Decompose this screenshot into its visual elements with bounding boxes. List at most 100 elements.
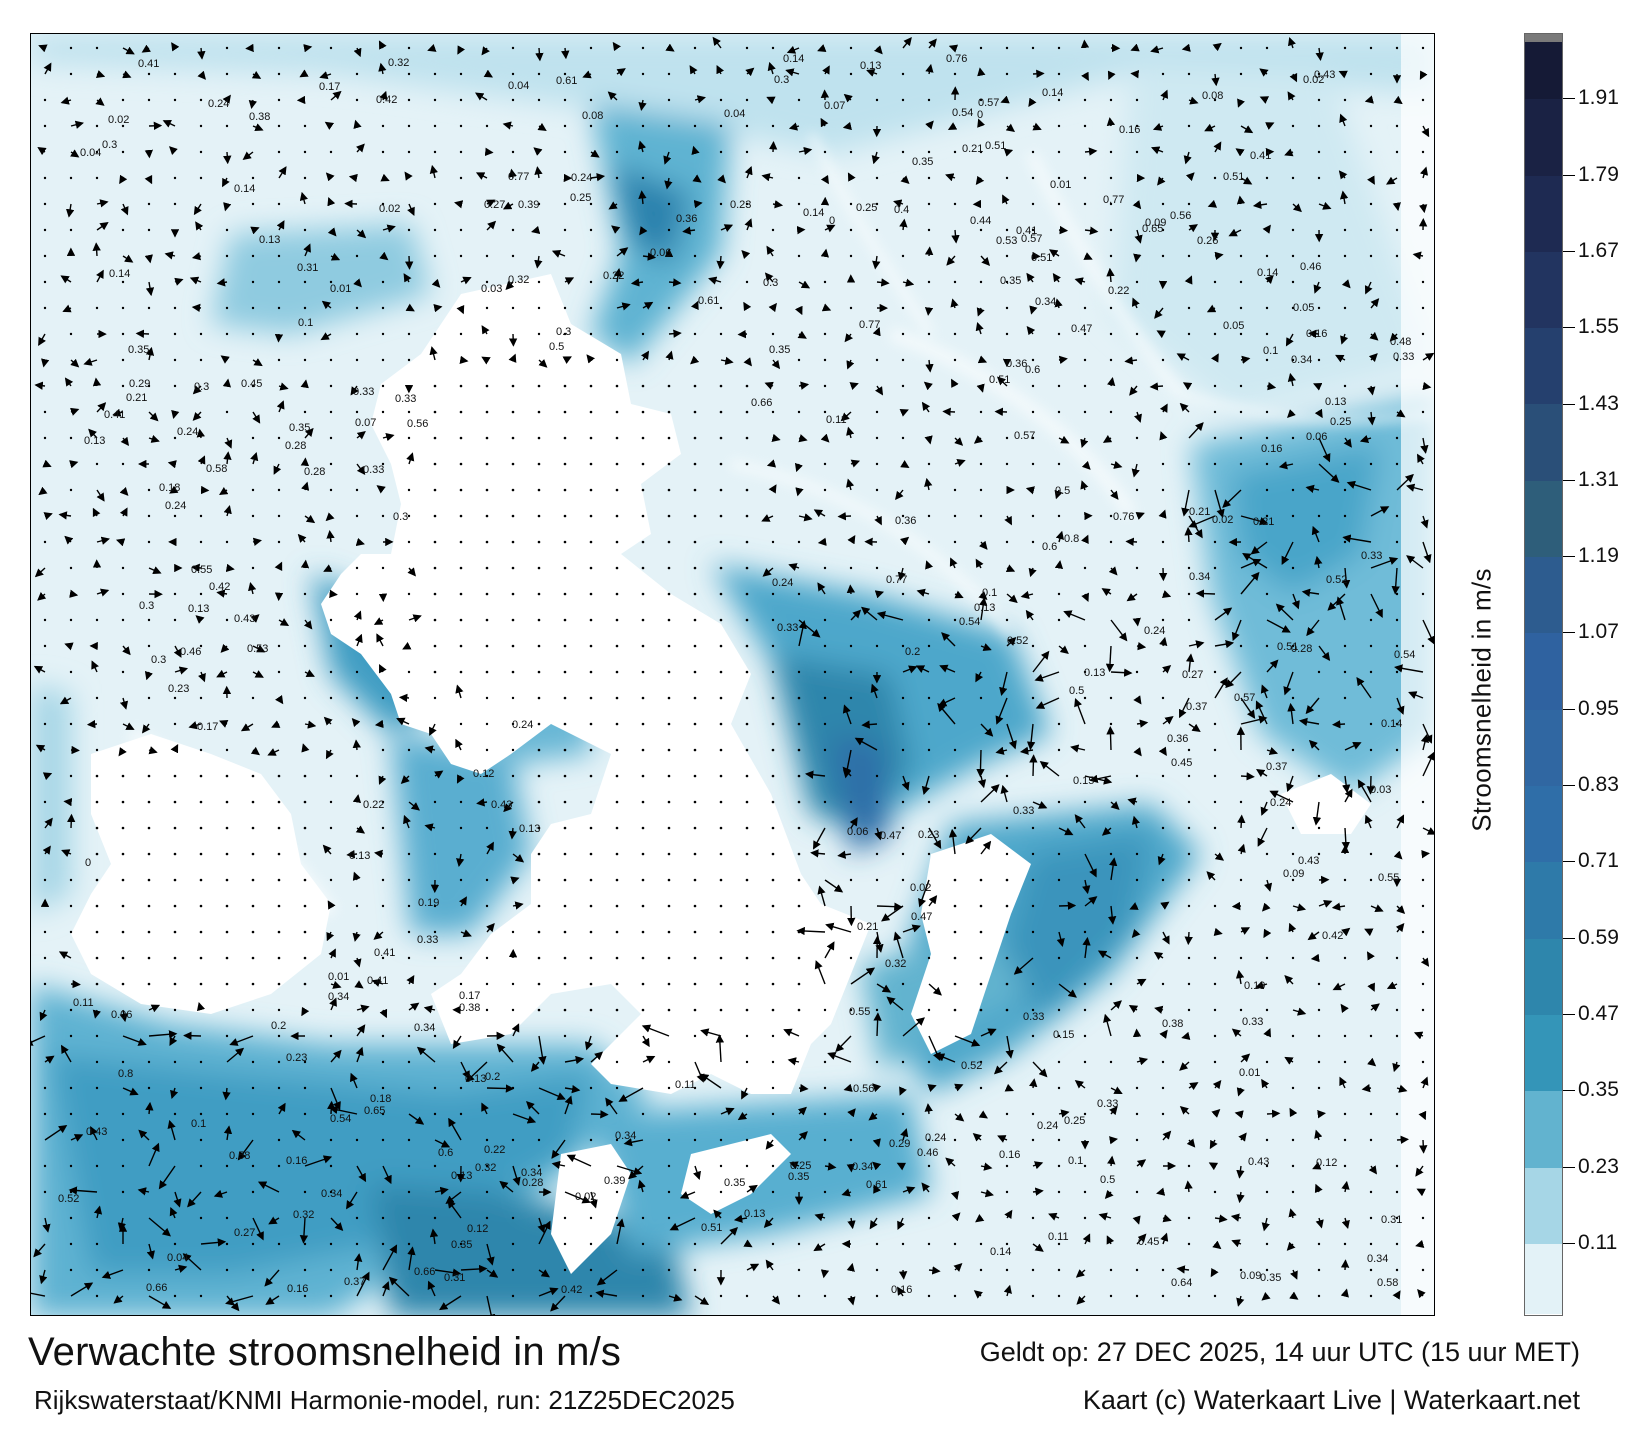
grid-dot: [745, 46, 749, 50]
grid-dot: [225, 800, 229, 804]
grid-dot: [1395, 1268, 1399, 1272]
grid-dot: [693, 462, 697, 466]
grid-dot: [693, 566, 697, 570]
velocity-arrow: [1109, 857, 1118, 881]
speed-value-label: 0.35: [128, 344, 149, 356]
grid-dot: [719, 592, 723, 596]
velocity-arrow: [91, 660, 99, 673]
velocity-arrow: [846, 426, 855, 439]
grid-dot: [1395, 384, 1399, 388]
velocity-arrow: [849, 817, 858, 829]
velocity-arrow: [1149, 382, 1164, 391]
velocity-arrow: [1056, 931, 1065, 948]
velocity-arrow: [679, 1191, 696, 1199]
velocity-arrow: [1364, 928, 1374, 937]
velocity-arrow: [665, 43, 675, 52]
grid-dot: [1109, 176, 1113, 180]
grid-dot: [1057, 1138, 1061, 1142]
grid-dot: [667, 436, 671, 440]
grid-dot: [43, 280, 47, 284]
velocity-arrow: [843, 93, 853, 103]
grid-dot: [355, 774, 359, 778]
velocity-arrow: [590, 149, 600, 158]
velocity-arrow: [1315, 1217, 1324, 1229]
grid-dot: [173, 384, 177, 388]
speed-value-label: 0.3: [151, 654, 166, 666]
velocity-arrow: [899, 218, 908, 231]
velocity-arrow: [977, 118, 986, 128]
grid-dot: [303, 1112, 307, 1116]
grid-dot: [1395, 1190, 1399, 1194]
grid-dot: [225, 1242, 229, 1246]
grid-dot: [1395, 800, 1399, 804]
grid-dot: [1057, 748, 1061, 752]
grid-dot: [485, 904, 489, 908]
velocity-arrow: [512, 1113, 537, 1124]
velocity-arrow: [169, 485, 179, 494]
velocity-arrow: [720, 356, 734, 365]
grid-dot: [979, 1242, 983, 1246]
velocity-arrow: [1097, 950, 1112, 959]
velocity-arrow: [873, 1184, 881, 1194]
velocity-arrow: [1032, 801, 1048, 809]
speed-value-label: 0.42: [1322, 930, 1343, 942]
grid-dot: [1161, 878, 1165, 882]
grid-dot: [641, 1294, 645, 1298]
grid-dot: [225, 930, 229, 934]
grid-dot: [745, 1294, 749, 1298]
grid-dot: [485, 280, 489, 284]
grid-dot: [641, 618, 645, 622]
velocity-arrow: [60, 96, 72, 105]
grid-dot: [511, 774, 515, 778]
grid-dot: [641, 436, 645, 440]
grid-dot: [147, 878, 151, 882]
current-speed-map[interactable]: 0.37 0.04 0.55 0.17 0.01 0.41 0.3 0.65 0.66 0.1 0.…: [30, 33, 1435, 1316]
grid-dot: [1057, 1190, 1061, 1194]
velocity-arrow: [325, 172, 335, 182]
speed-value-label: 0.77: [1103, 194, 1124, 206]
velocity-arrow: [1259, 68, 1269, 77]
grid-dot: [381, 1242, 385, 1246]
grid-dot: [303, 1242, 307, 1246]
velocity-arrow: [893, 931, 904, 959]
grid-dot: [641, 748, 645, 752]
velocity-arrow: [191, 303, 202, 313]
velocity-arrow: [193, 203, 202, 216]
grid-dot: [615, 774, 619, 778]
grid-dot: [459, 72, 463, 76]
grid-dot: [745, 150, 749, 154]
grid-dot: [927, 1164, 931, 1168]
velocity-arrow: [1255, 981, 1268, 990]
grid-dot: [537, 566, 541, 570]
speed-value-label: 0.14: [803, 207, 824, 219]
velocity-arrow: [874, 385, 884, 396]
grid-dot: [199, 774, 203, 778]
velocity-arrow: [1105, 645, 1115, 673]
grid-dot: [95, 982, 99, 986]
map-credits[interactable]: Kaart (c) Waterkaart Live | Waterkaart.n…: [1082, 1385, 1580, 1415]
grid-dot: [1213, 332, 1217, 336]
velocity-arrow: [1286, 775, 1295, 793]
velocity-arrow: [794, 305, 803, 316]
velocity-arrow: [405, 255, 414, 270]
grid-dot: [1395, 1216, 1399, 1220]
velocity-arrow: [745, 67, 755, 77]
grid-dot: [693, 124, 697, 128]
grid-dot: [459, 332, 463, 336]
grid-dot: [251, 956, 255, 960]
grid-dot: [823, 384, 827, 388]
grid-dot: [1213, 384, 1217, 388]
speed-value-label: 0.14: [1381, 718, 1402, 730]
grid-dot: [1343, 670, 1347, 674]
speed-value-label: 0.38: [459, 1002, 480, 1014]
grid-dot: [927, 852, 931, 856]
grid-dot: [511, 254, 515, 258]
grid-dot: [69, 670, 73, 674]
grid-dot: [225, 306, 229, 310]
velocity-arrow: [1340, 1003, 1349, 1014]
velocity-arrow: [148, 1004, 161, 1013]
velocity-arrow: [1081, 71, 1089, 82]
velocity-arrow: [61, 849, 72, 858]
grid-dot: [1343, 1060, 1347, 1064]
grid-dot: [1187, 202, 1191, 206]
